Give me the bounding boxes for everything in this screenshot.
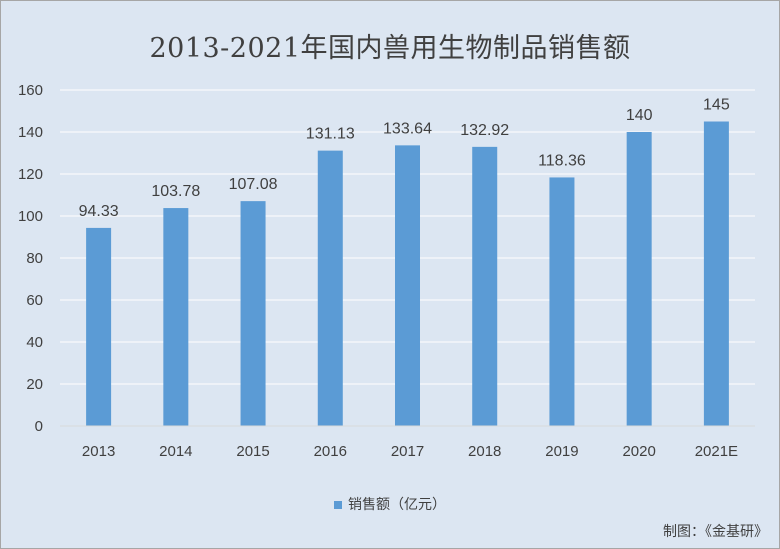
bar <box>472 146 498 427</box>
legend-swatch <box>334 501 342 509</box>
data-label: 133.64 <box>383 120 432 137</box>
y-tick-label: 80 <box>26 250 43 267</box>
legend-label: 销售额（亿元） <box>348 497 446 513</box>
x-tick-label: 2015 <box>236 443 269 460</box>
x-tick-label: 2019 <box>545 443 578 460</box>
x-tick-label: 2016 <box>314 443 347 460</box>
y-tick-label: 0 <box>35 418 43 435</box>
bar <box>549 177 575 426</box>
data-label: 145 <box>703 97 730 114</box>
data-label: 132.92 <box>460 122 509 139</box>
y-tick-label: 60 <box>26 292 43 309</box>
bar <box>240 201 266 426</box>
y-tick-label: 20 <box>26 376 43 393</box>
chart-title: 2013-2021年国内兽用生物制品销售额 <box>149 33 631 64</box>
x-tick-label: 2013 <box>82 443 115 460</box>
data-label: 140 <box>626 107 653 124</box>
bar <box>395 145 420 426</box>
data-label: 103.78 <box>151 183 200 200</box>
x-tick-label: 2021E <box>695 443 738 460</box>
x-tick-label: 2018 <box>468 443 501 460</box>
x-tick-label: 2020 <box>622 443 655 460</box>
y-tick-label: 160 <box>18 82 43 99</box>
data-label: 118.36 <box>538 152 586 169</box>
y-tick-label: 100 <box>18 208 43 225</box>
data-labels: 94.33 103.78 107.08 131.13 133.64 132.92 118.3… <box>79 97 730 220</box>
y-tick-label: 40 <box>26 334 43 351</box>
bars <box>86 121 729 427</box>
bar <box>317 150 343 426</box>
x-axis-ticks: 2013 2014 2015 2016 2017 2018 2019 2020 2021E <box>82 443 738 460</box>
bar <box>86 227 112 426</box>
y-tick-label: 140 <box>18 124 43 141</box>
bar <box>163 208 189 426</box>
y-axis-ticks: 0 20 40 60 80 100 120 140 160 <box>18 82 43 435</box>
bar <box>703 121 729 426</box>
y-tick-label: 120 <box>18 166 43 183</box>
data-label: 131.13 <box>306 126 355 143</box>
x-tick-label: 2014 <box>159 443 192 460</box>
source-note: 制图：《金基研》 <box>663 524 768 540</box>
bar <box>626 132 652 426</box>
data-label: 107.08 <box>229 176 278 193</box>
legend: 销售额（亿元） <box>0 494 780 514</box>
x-tick-label: 2017 <box>391 443 424 460</box>
data-label: 94.33 <box>79 203 119 220</box>
